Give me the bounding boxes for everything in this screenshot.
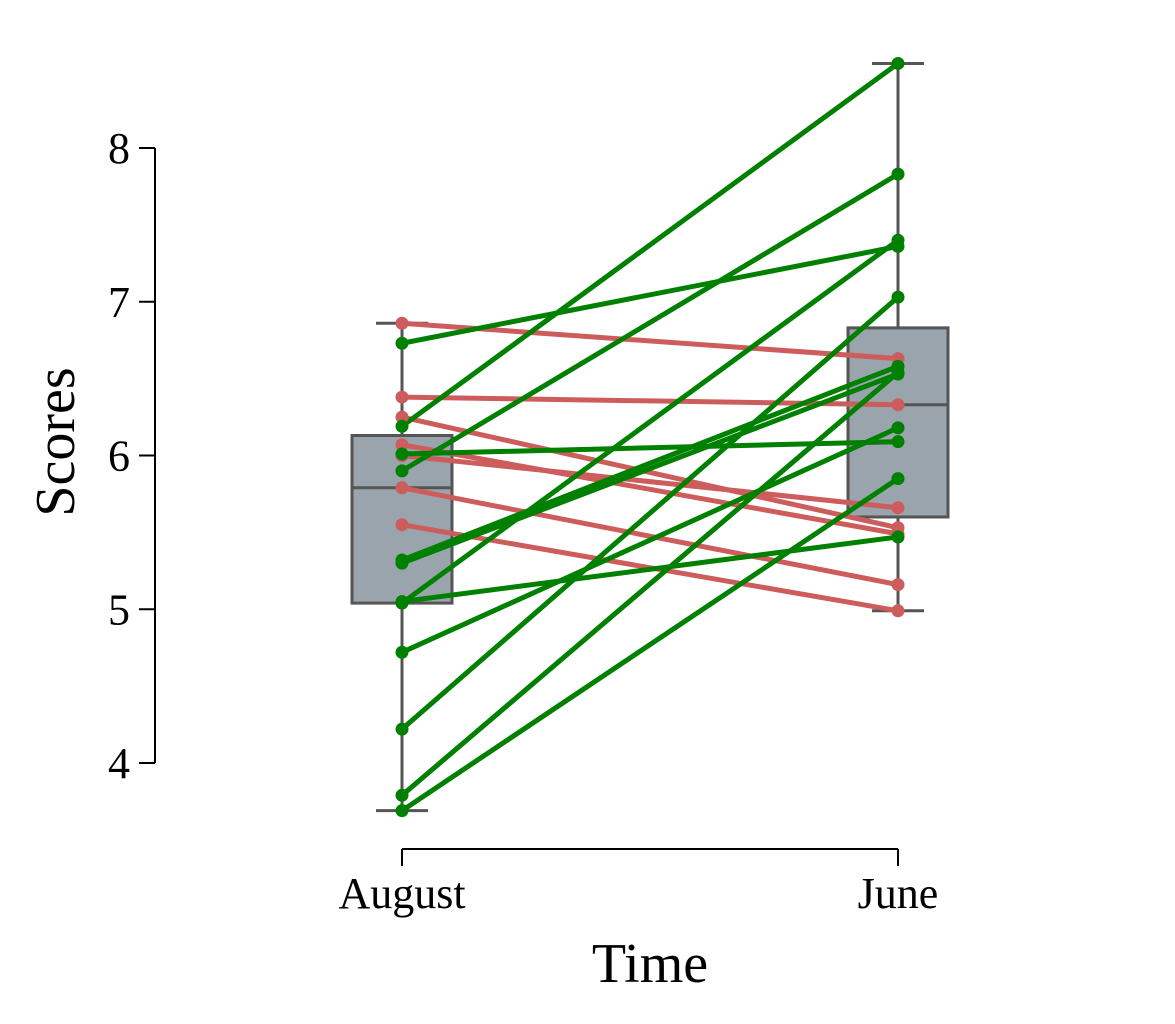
- point-june: [891, 578, 905, 592]
- y-tick-label: 5: [108, 585, 130, 634]
- point-august: [395, 556, 409, 570]
- box-group: [350, 61, 950, 813]
- point-june: [891, 530, 905, 544]
- paired-line-increase: [399, 534, 901, 605]
- y-axis-title: Scores: [25, 367, 87, 516]
- point-june: [891, 501, 905, 515]
- point-august: [395, 419, 409, 433]
- paired-line-decrease: [399, 453, 901, 511]
- point-june: [891, 398, 905, 412]
- point-june: [891, 435, 905, 449]
- point-june: [891, 365, 905, 379]
- point-june: [891, 56, 905, 70]
- paired-line-increase: [399, 369, 901, 798]
- paired-line-decrease: [399, 442, 901, 537]
- paired-line-increase: [399, 425, 901, 655]
- paired-line-increase: [399, 243, 901, 346]
- point-june: [891, 167, 905, 181]
- y-tick-label: 6: [108, 432, 130, 481]
- paired-line-increase: [399, 237, 901, 606]
- point-august: [395, 447, 409, 461]
- x-axis-title: Time: [592, 933, 708, 995]
- y-axis: 4 5 6 7 8: [108, 124, 156, 788]
- point-august: [395, 410, 409, 424]
- paired-line-decrease: [399, 414, 901, 531]
- data-points: [395, 56, 905, 818]
- paired-line-increase: [399, 363, 901, 563]
- point-june: [891, 233, 905, 247]
- point-august: [395, 316, 409, 330]
- x-tick-label: June: [858, 869, 939, 918]
- point-june: [891, 472, 905, 486]
- point-august: [395, 596, 409, 610]
- point-august: [395, 481, 409, 495]
- point-june: [891, 421, 905, 435]
- y-tick-label: 7: [108, 278, 130, 327]
- paired-line-decrease: [399, 485, 901, 588]
- point-august: [395, 788, 409, 802]
- x-tick-label: August: [338, 869, 465, 918]
- y-tick-label: 4: [108, 739, 130, 788]
- point-august: [395, 518, 409, 532]
- paired-line-increase: [399, 476, 901, 814]
- point-august: [395, 804, 409, 818]
- paired-line-increase: [399, 171, 901, 474]
- point-august: [395, 336, 409, 350]
- paired-line-increase: [399, 294, 901, 732]
- paired-line-increase: [399, 439, 901, 457]
- y-tick-label: 8: [108, 124, 130, 173]
- point-august: [395, 722, 409, 736]
- paired-line-increase: [399, 60, 901, 429]
- point-august: [395, 438, 409, 452]
- paired-lines: [399, 60, 901, 814]
- paired-line-increase: [399, 371, 901, 566]
- point-august: [395, 645, 409, 659]
- point-june: [891, 290, 905, 304]
- x-axis: August June: [338, 848, 939, 918]
- point-august: [395, 390, 409, 404]
- point-august: [395, 464, 409, 478]
- point-june: [891, 604, 905, 618]
